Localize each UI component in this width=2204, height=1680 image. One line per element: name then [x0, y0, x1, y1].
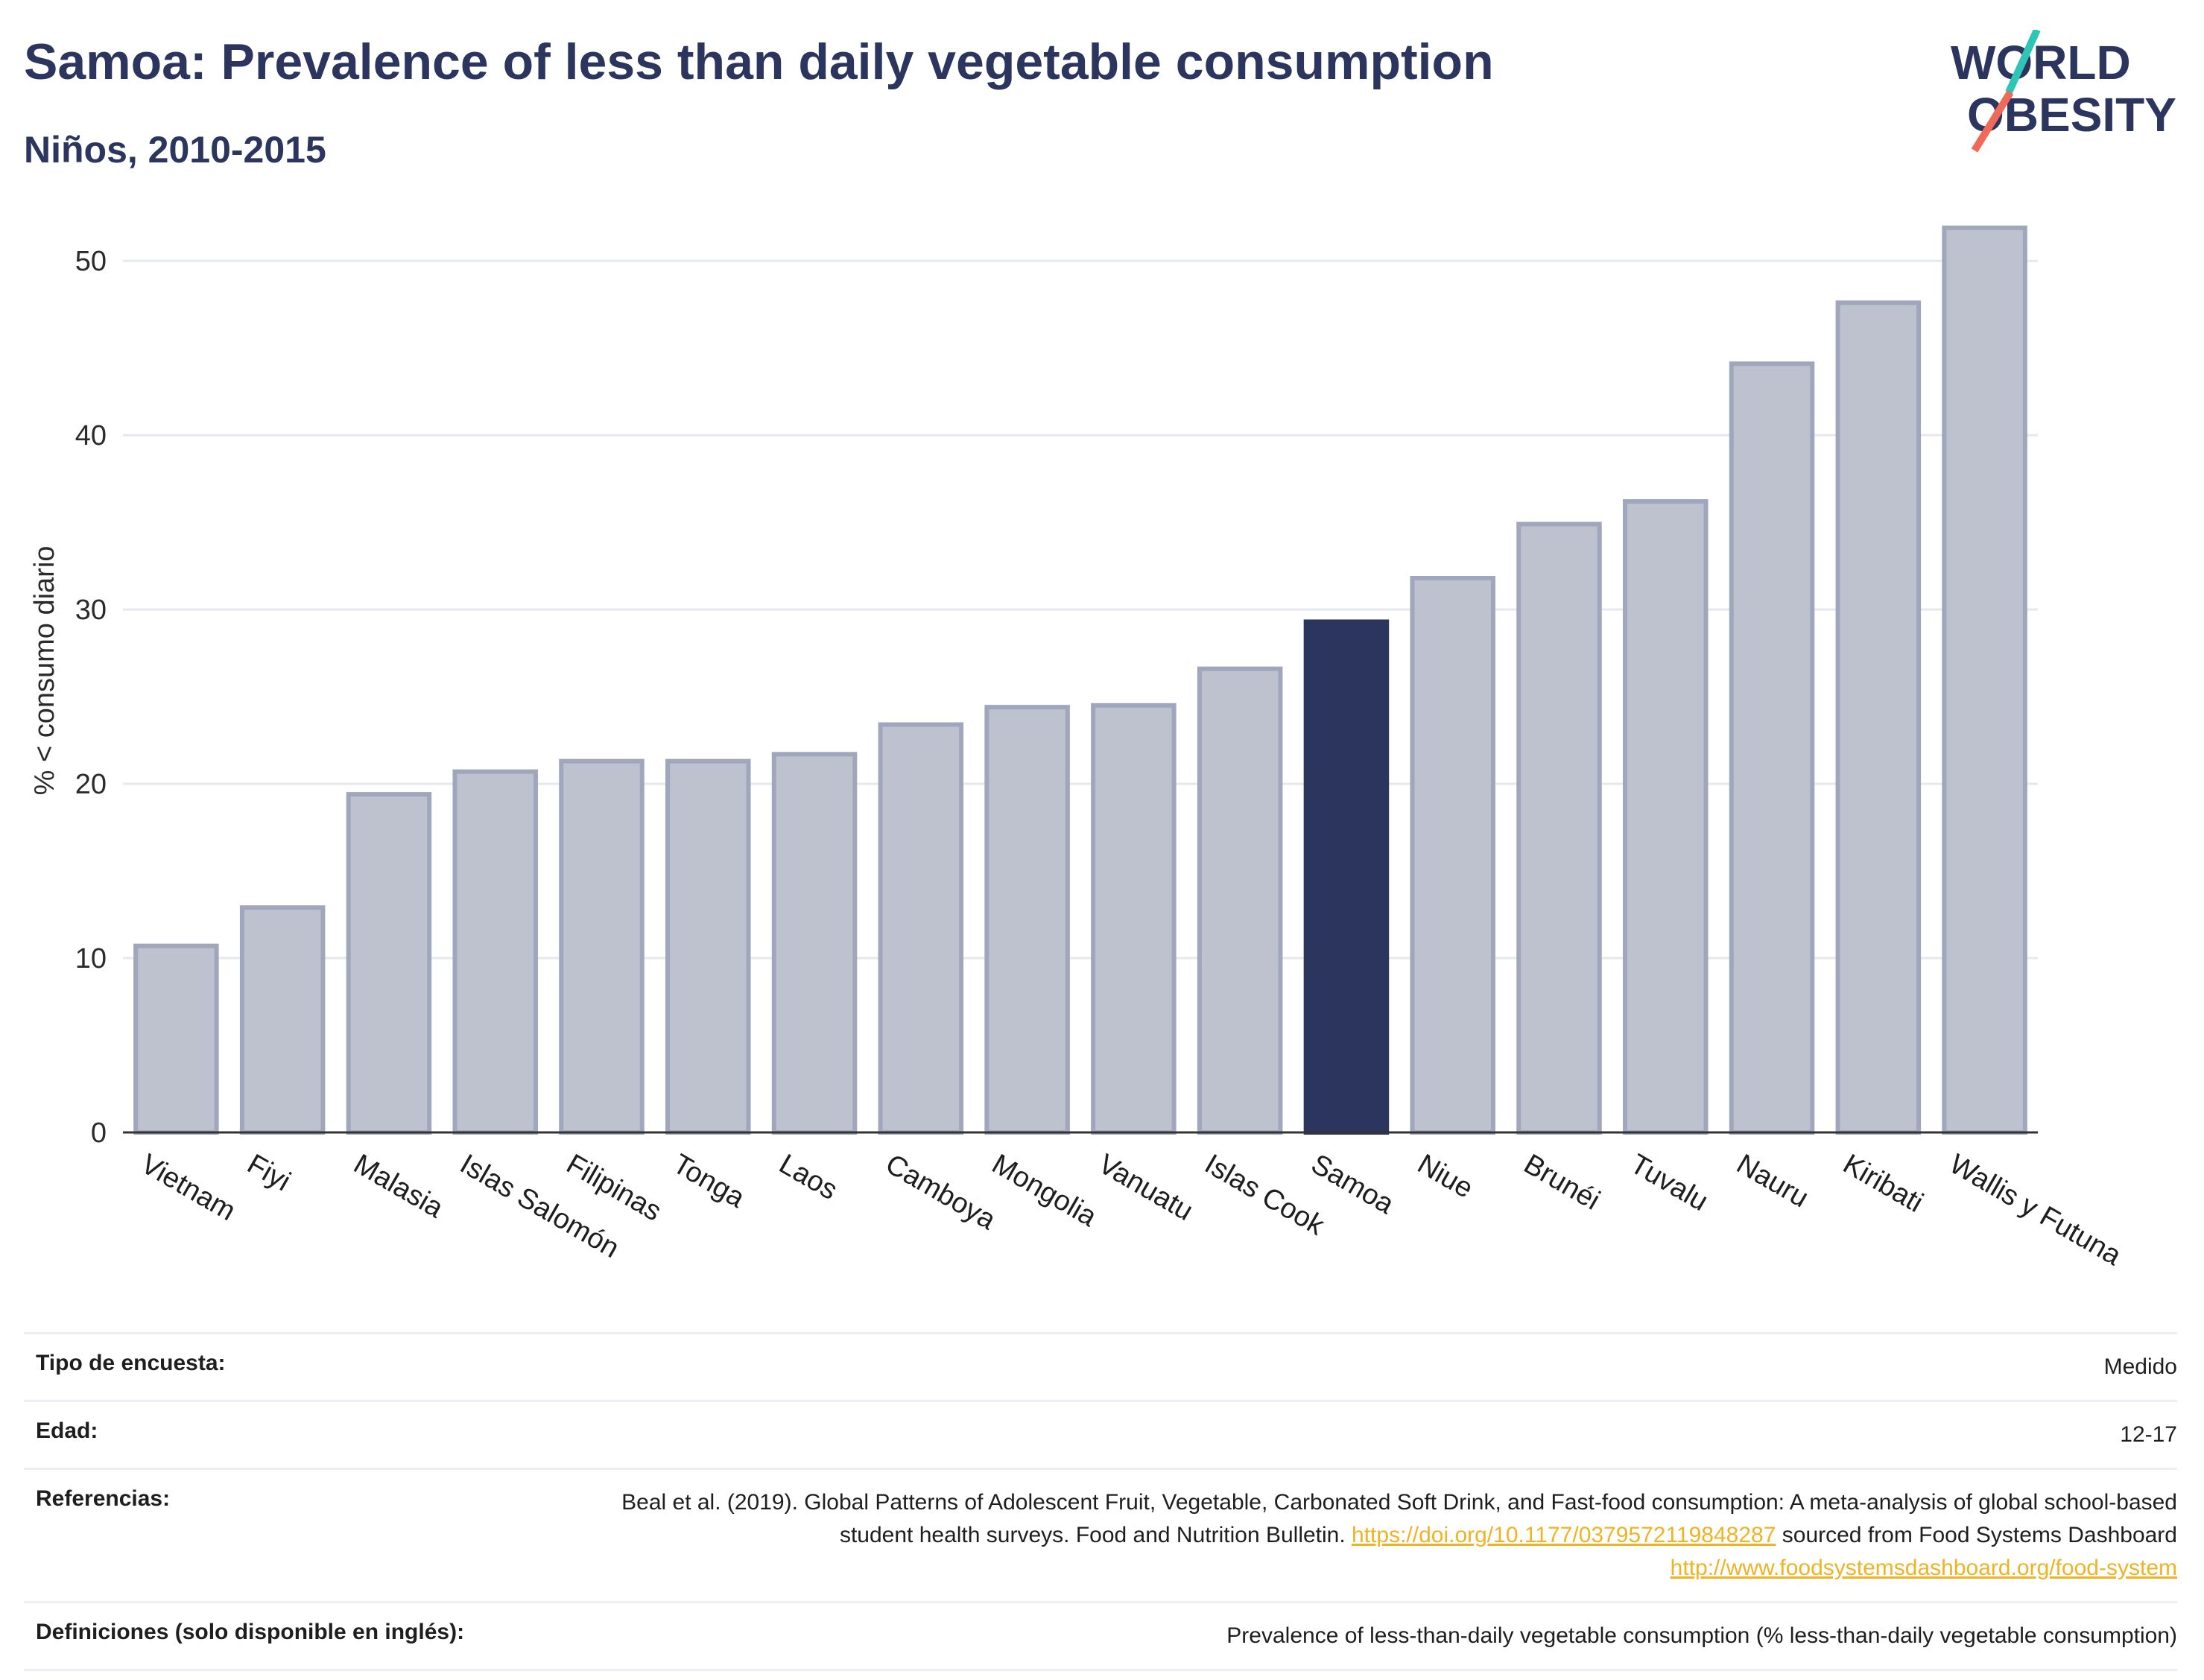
bar-wallis-y-futuna: [1942, 225, 2027, 1135]
y-tick-label: 0: [91, 1118, 107, 1149]
age-value: 12-17: [2120, 1422, 2177, 1447]
x-tick-label: Malasia: [348, 1148, 449, 1224]
x-tick-label: Brunéi: [1519, 1148, 1605, 1216]
bar-kiribati: [1835, 300, 1922, 1135]
bar-camboya: [878, 722, 964, 1135]
y-axis-ticks: 0 10 20 30 40 50: [75, 246, 107, 1149]
info-row-definitions: Definiciones (solo disponible en inglés)…: [24, 1601, 2177, 1671]
y-tick-label: 50: [75, 246, 107, 277]
y-tick-label: 20: [75, 769, 107, 800]
references-text-1: Beal et al. (2019). Global Patterns of A…: [621, 1490, 2177, 1547]
logo-slash-teal: [2005, 30, 2041, 95]
info-table: Tipo de encuesta: Medido Edad: 12-17 Ref…: [24, 1332, 2177, 1671]
bar-islas-cook: [1197, 666, 1283, 1135]
x-tick-label: Tonga: [668, 1148, 750, 1214]
x-tick-label: Wallis y Futuna: [1944, 1148, 2127, 1272]
bar-nauru: [1729, 361, 1815, 1135]
info-row-survey-type: Tipo de encuesta: Medido: [24, 1332, 2177, 1400]
info-row-references: Referencias: Beal et al. (2019). Global …: [24, 1468, 2177, 1601]
x-tick-label: Islas Cook: [1200, 1148, 1331, 1242]
x-tick-label: Nauru: [1732, 1148, 1814, 1214]
x-tick-label: Niue: [1412, 1148, 1478, 1204]
page-subtitle: Niños, 2010-2015: [24, 129, 326, 171]
definitions-label: Definiciones (solo disponible en inglés)…: [36, 1620, 465, 1644]
y-tick-label: 30: [75, 595, 107, 626]
bar-tonga: [665, 758, 751, 1135]
gridlines: [123, 259, 2038, 960]
bar-brunéi: [1516, 522, 1602, 1135]
info-row-age: Edad: 12-17: [24, 1400, 2177, 1468]
world-obesity-logo: WORLD OBESITY: [1951, 30, 2176, 153]
x-axis-ticks: Vietnam Fiyi Malasia Islas SalomónFilipinas…: [136, 1148, 2127, 1272]
page-title: Samoa: Prevalence of less than daily veg…: [24, 34, 1494, 90]
references-value: Beal et al. (2019). Global Patterns of A…: [612, 1486, 2177, 1585]
x-tick-label: Fiyi: [242, 1148, 296, 1197]
bar-malasia: [346, 792, 432, 1135]
x-tick-label: Laos: [774, 1148, 843, 1206]
bar-laos: [771, 752, 858, 1135]
logo-line-2: OBESITY: [1967, 88, 2176, 142]
x-tick-label: Camboya: [880, 1148, 1001, 1236]
bars: [133, 225, 2027, 1135]
bar-islas-salomón: [452, 769, 538, 1135]
bar-samoa: [1303, 619, 1390, 1135]
age-label: Edad:: [36, 1419, 98, 1443]
doi-link[interactable]: https://doi.org/10.1177/0379572119848287: [1352, 1523, 1776, 1547]
bar-niue: [1410, 576, 1495, 1135]
survey-type-value: Medido: [2103, 1354, 2177, 1379]
y-axis-label: % < consumo diario: [29, 546, 60, 796]
logo-line-1: WORLD: [1951, 36, 2131, 89]
x-tick-label: Vietnam: [136, 1148, 241, 1227]
survey-type-label: Tipo de encuesta:: [36, 1351, 226, 1375]
y-tick-label: 10: [75, 943, 107, 974]
x-tick-label: Mongolia: [987, 1148, 1102, 1233]
bar-filipinas: [559, 758, 645, 1135]
bar-fiyi: [239, 905, 326, 1135]
logo-slash-coral: [1971, 90, 2014, 153]
food-systems-link[interactable]: http://www.foodsystemsdashboard.org/food…: [1670, 1556, 2177, 1580]
bar-vietnam: [133, 943, 219, 1135]
bar-mongolia: [984, 705, 1070, 1135]
bar-vanuatu: [1091, 703, 1177, 1135]
y-tick-label: 40: [75, 420, 107, 451]
definitions-value: Prevalence of less-than-daily vegetable …: [1226, 1623, 2177, 1648]
x-tick-label: Kiribati: [1837, 1148, 1928, 1218]
bar-tuvalu: [1623, 499, 1709, 1135]
references-label: Referencias:: [36, 1486, 171, 1511]
references-text-2: sourced from Food Systems Dashboard: [1776, 1523, 2177, 1547]
x-tick-label: Vanuatu: [1093, 1148, 1198, 1227]
x-tick-label: Tuvalu: [1625, 1148, 1714, 1217]
